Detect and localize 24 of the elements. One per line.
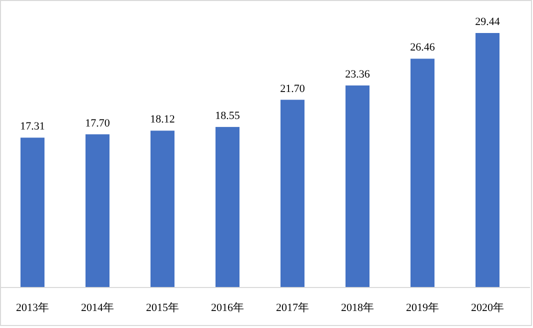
bar bbox=[20, 138, 44, 287]
bar bbox=[476, 33, 500, 287]
x-tick-label: 2014年 bbox=[81, 302, 114, 314]
data-label: 17.70 bbox=[85, 117, 110, 130]
x-tick-label: 2017年 bbox=[276, 302, 309, 314]
data-label: 29.44 bbox=[475, 16, 500, 28]
bar bbox=[216, 126, 240, 287]
x-tick-label: 2020年 bbox=[471, 302, 504, 314]
x-tick-label: 2015年 bbox=[146, 302, 179, 314]
x-tick-label: 2018年 bbox=[341, 302, 374, 314]
bar bbox=[280, 100, 304, 287]
data-label: 21.70 bbox=[280, 82, 306, 95]
x-tick-label: 2016年 bbox=[211, 302, 244, 314]
x-tick-label: 2019年 bbox=[406, 302, 439, 314]
x-tick-label: 2013年 bbox=[16, 302, 49, 314]
bar bbox=[346, 85, 370, 287]
data-label: 23.36 bbox=[345, 68, 370, 80]
bar bbox=[86, 134, 110, 287]
data-label: 26.46 bbox=[410, 42, 436, 54]
bar bbox=[150, 130, 174, 287]
data-label: 18.55 bbox=[215, 110, 240, 122]
data-label: 17.31 bbox=[20, 120, 45, 133]
data-label: 18.12 bbox=[150, 114, 175, 126]
bar bbox=[410, 58, 434, 287]
